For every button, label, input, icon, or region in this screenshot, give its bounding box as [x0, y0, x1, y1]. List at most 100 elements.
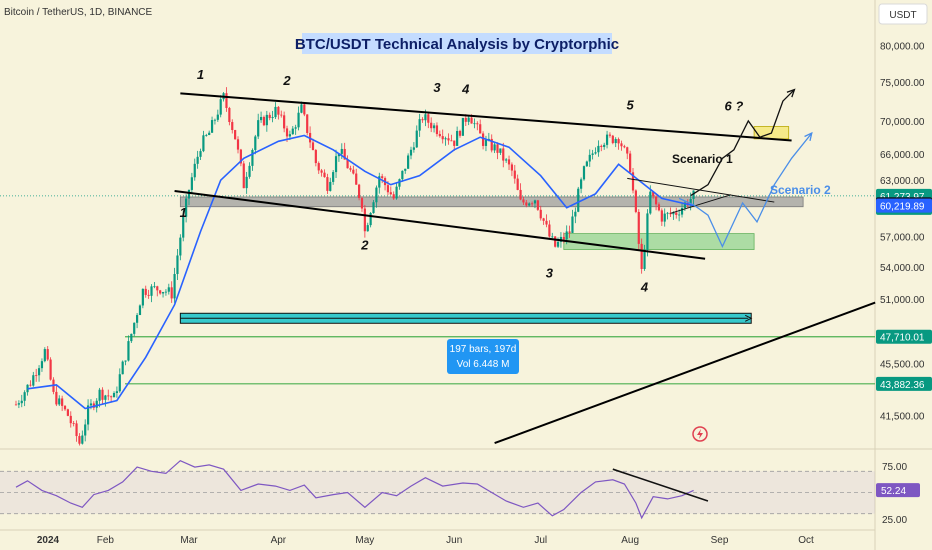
- candle-body: [173, 274, 176, 299]
- trendline-lower: [174, 190, 706, 260]
- candle-body: [89, 403, 93, 406]
- candle-body: [634, 190, 637, 212]
- candle-body: [505, 159, 508, 161]
- candle-body: [554, 236, 557, 247]
- candle-body: [571, 216, 574, 233]
- candle-body: [493, 144, 496, 151]
- candle-body: [369, 213, 372, 226]
- candle-body: [63, 405, 67, 410]
- candle-body: [199, 151, 202, 157]
- candle-body: [470, 117, 473, 124]
- candle-body: [510, 164, 514, 171]
- candle-body: [43, 349, 46, 362]
- ema-line: [27, 134, 694, 410]
- candle-body: [288, 134, 292, 137]
- candle-body: [652, 191, 655, 197]
- candle-body: [484, 139, 488, 146]
- candle-body: [525, 202, 528, 206]
- wave-label-3: 3: [433, 80, 441, 95]
- candle-body: [545, 220, 548, 225]
- scenario-1-label: Scenario 1: [672, 152, 733, 166]
- candle-body: [265, 114, 268, 126]
- candle-body: [150, 286, 153, 296]
- candle-body: [360, 198, 364, 209]
- price-tick-8: 51,000.00: [880, 295, 925, 306]
- candle-body: [135, 315, 139, 323]
- triangle-lower-line: [670, 194, 732, 214]
- time-tick-4: Apr: [271, 535, 287, 546]
- candle-body: [58, 398, 61, 405]
- candle-body: [285, 128, 289, 137]
- candle-body: [352, 169, 355, 174]
- candle-body: [297, 112, 300, 128]
- candle-body: [257, 120, 260, 137]
- candle-body: [637, 211, 640, 244]
- candle-body: [663, 213, 666, 222]
- candle-body: [672, 212, 675, 215]
- candle-body: [69, 415, 72, 424]
- candle-body: [441, 136, 444, 140]
- candle-body: [551, 236, 554, 238]
- candle-body: [236, 139, 240, 150]
- candle-body: [216, 114, 219, 120]
- candle-body: [692, 190, 695, 199]
- candle-body: [239, 149, 242, 164]
- symbol-label: Bitcoin / TetherUS, 1D, BINANCE: [4, 7, 153, 18]
- price-tick-2: 75,000.00: [880, 78, 925, 89]
- candle-body: [522, 199, 525, 203]
- price-tick-6: 57,000.00: [880, 233, 925, 244]
- candle-body: [620, 143, 623, 147]
- candle-body: [689, 198, 692, 206]
- candle-body: [372, 202, 375, 214]
- candle-body: [144, 288, 147, 295]
- rsi-tick-1: 75.00: [882, 462, 907, 473]
- title-box: [302, 33, 612, 54]
- candle-body: [346, 159, 349, 169]
- candle-body: [98, 389, 101, 401]
- candle-body: [23, 392, 26, 401]
- candle-body: [121, 361, 124, 375]
- candle-body: [608, 134, 612, 136]
- candle-body: [565, 231, 568, 240]
- candle-body: [643, 249, 646, 269]
- candle-body: [314, 150, 317, 164]
- candle-body: [654, 196, 658, 205]
- candle-body: [242, 163, 245, 189]
- candle-body: [424, 114, 427, 121]
- currency-selector[interactable]: [878, 3, 928, 25]
- candle-body: [435, 125, 439, 135]
- candle-body: [496, 144, 499, 153]
- candle-body: [110, 396, 113, 398]
- candle-body: [415, 130, 418, 148]
- candle-body: [107, 395, 110, 397]
- candle-body: [577, 188, 580, 212]
- candle-body: [392, 194, 395, 199]
- rsi-value-label: 52.24: [881, 486, 906, 497]
- wave-label-9: 3: [546, 266, 554, 281]
- candle-body: [133, 322, 136, 334]
- candle-body: [84, 424, 87, 436]
- lightning-icon[interactable]: [692, 426, 708, 442]
- candle-body: [306, 114, 309, 133]
- price-badge-label-4: 47,710.01: [880, 333, 925, 344]
- candle-body: [366, 225, 369, 232]
- candle-body: [115, 391, 119, 394]
- price-badge-5: [876, 376, 932, 391]
- time-tick-8: Aug: [621, 535, 639, 546]
- candle-body: [666, 212, 669, 214]
- candle-body: [196, 156, 199, 164]
- candle-body: [398, 179, 401, 187]
- candle-body: [72, 423, 75, 424]
- candle-body: [395, 186, 398, 199]
- rsi-tick-2: 25.00: [882, 515, 907, 526]
- candle-body: [349, 168, 352, 170]
- price-tick-4: 66,000.00: [880, 150, 925, 161]
- candle-body: [193, 163, 196, 178]
- candle-body: [190, 177, 193, 190]
- candle-body: [605, 134, 609, 145]
- time-tick-6: Jun: [446, 535, 462, 546]
- candle-body: [208, 132, 211, 136]
- candle-body: [210, 120, 214, 133]
- range-info-bars: 197 bars, 197d: [450, 344, 517, 355]
